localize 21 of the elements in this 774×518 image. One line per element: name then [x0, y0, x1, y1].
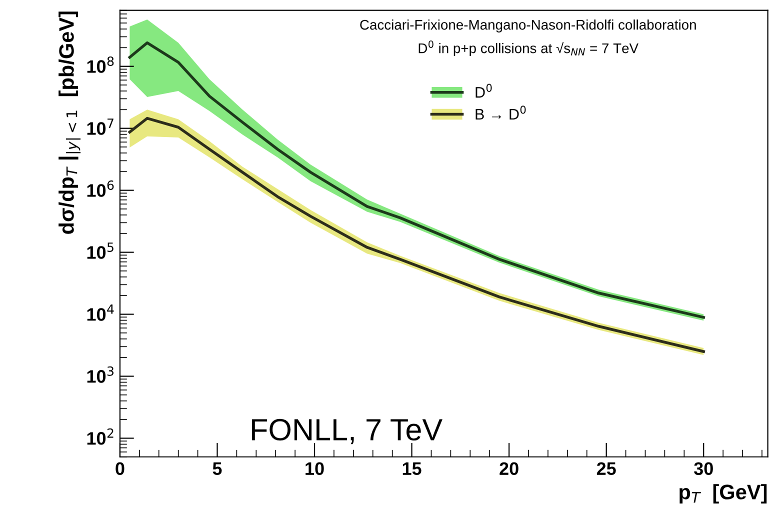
- x-tick-label: 0: [116, 462, 124, 475]
- annotation: FONLL, 7 TeV: [252, 418, 442, 444]
- x-tick-label: 15: [402, 462, 422, 475]
- y-tick-label: 10$^{6}$: [87, 180, 114, 197]
- annotation: D$^{0}$ in p+p collisions at √s$_{NN}$ = 7 TeV: [418, 40, 638, 56]
- x-tick-label: 25: [596, 462, 616, 475]
- y-tick-label: 10$^{4}$: [87, 304, 114, 321]
- x-tick-label: 5: [212, 462, 222, 475]
- annotation: Cacciari-Frixione-Mangano-Nason-Ridolfi collaboration: [360, 20, 696, 32]
- legend-label: B → D$^{0}$: [476, 106, 526, 120]
- y-tick-label: 10$^{3}$: [87, 366, 114, 383]
- x-tick-label: 30: [694, 462, 713, 476]
- y-tick-label: 10$^{5}$: [87, 242, 114, 259]
- y-axis-title: dσ/dp$_{T}$ |$_{|y|<1}$ [pb/GeV]: [58, 12, 81, 234]
- x-tick-label: 10: [306, 462, 324, 475]
- x-tick-label: 20: [500, 462, 518, 475]
- legend-label: D$^{0}$: [476, 84, 492, 98]
- y-tick-label: 10$^{2}$: [87, 428, 114, 445]
- y-tick-label: 10$^{7}$: [87, 118, 114, 135]
- y-tick-label: 10$^{8}$: [87, 56, 114, 73]
- x-axis-title: p$_{T}$ [GeV]: [680, 484, 767, 504]
